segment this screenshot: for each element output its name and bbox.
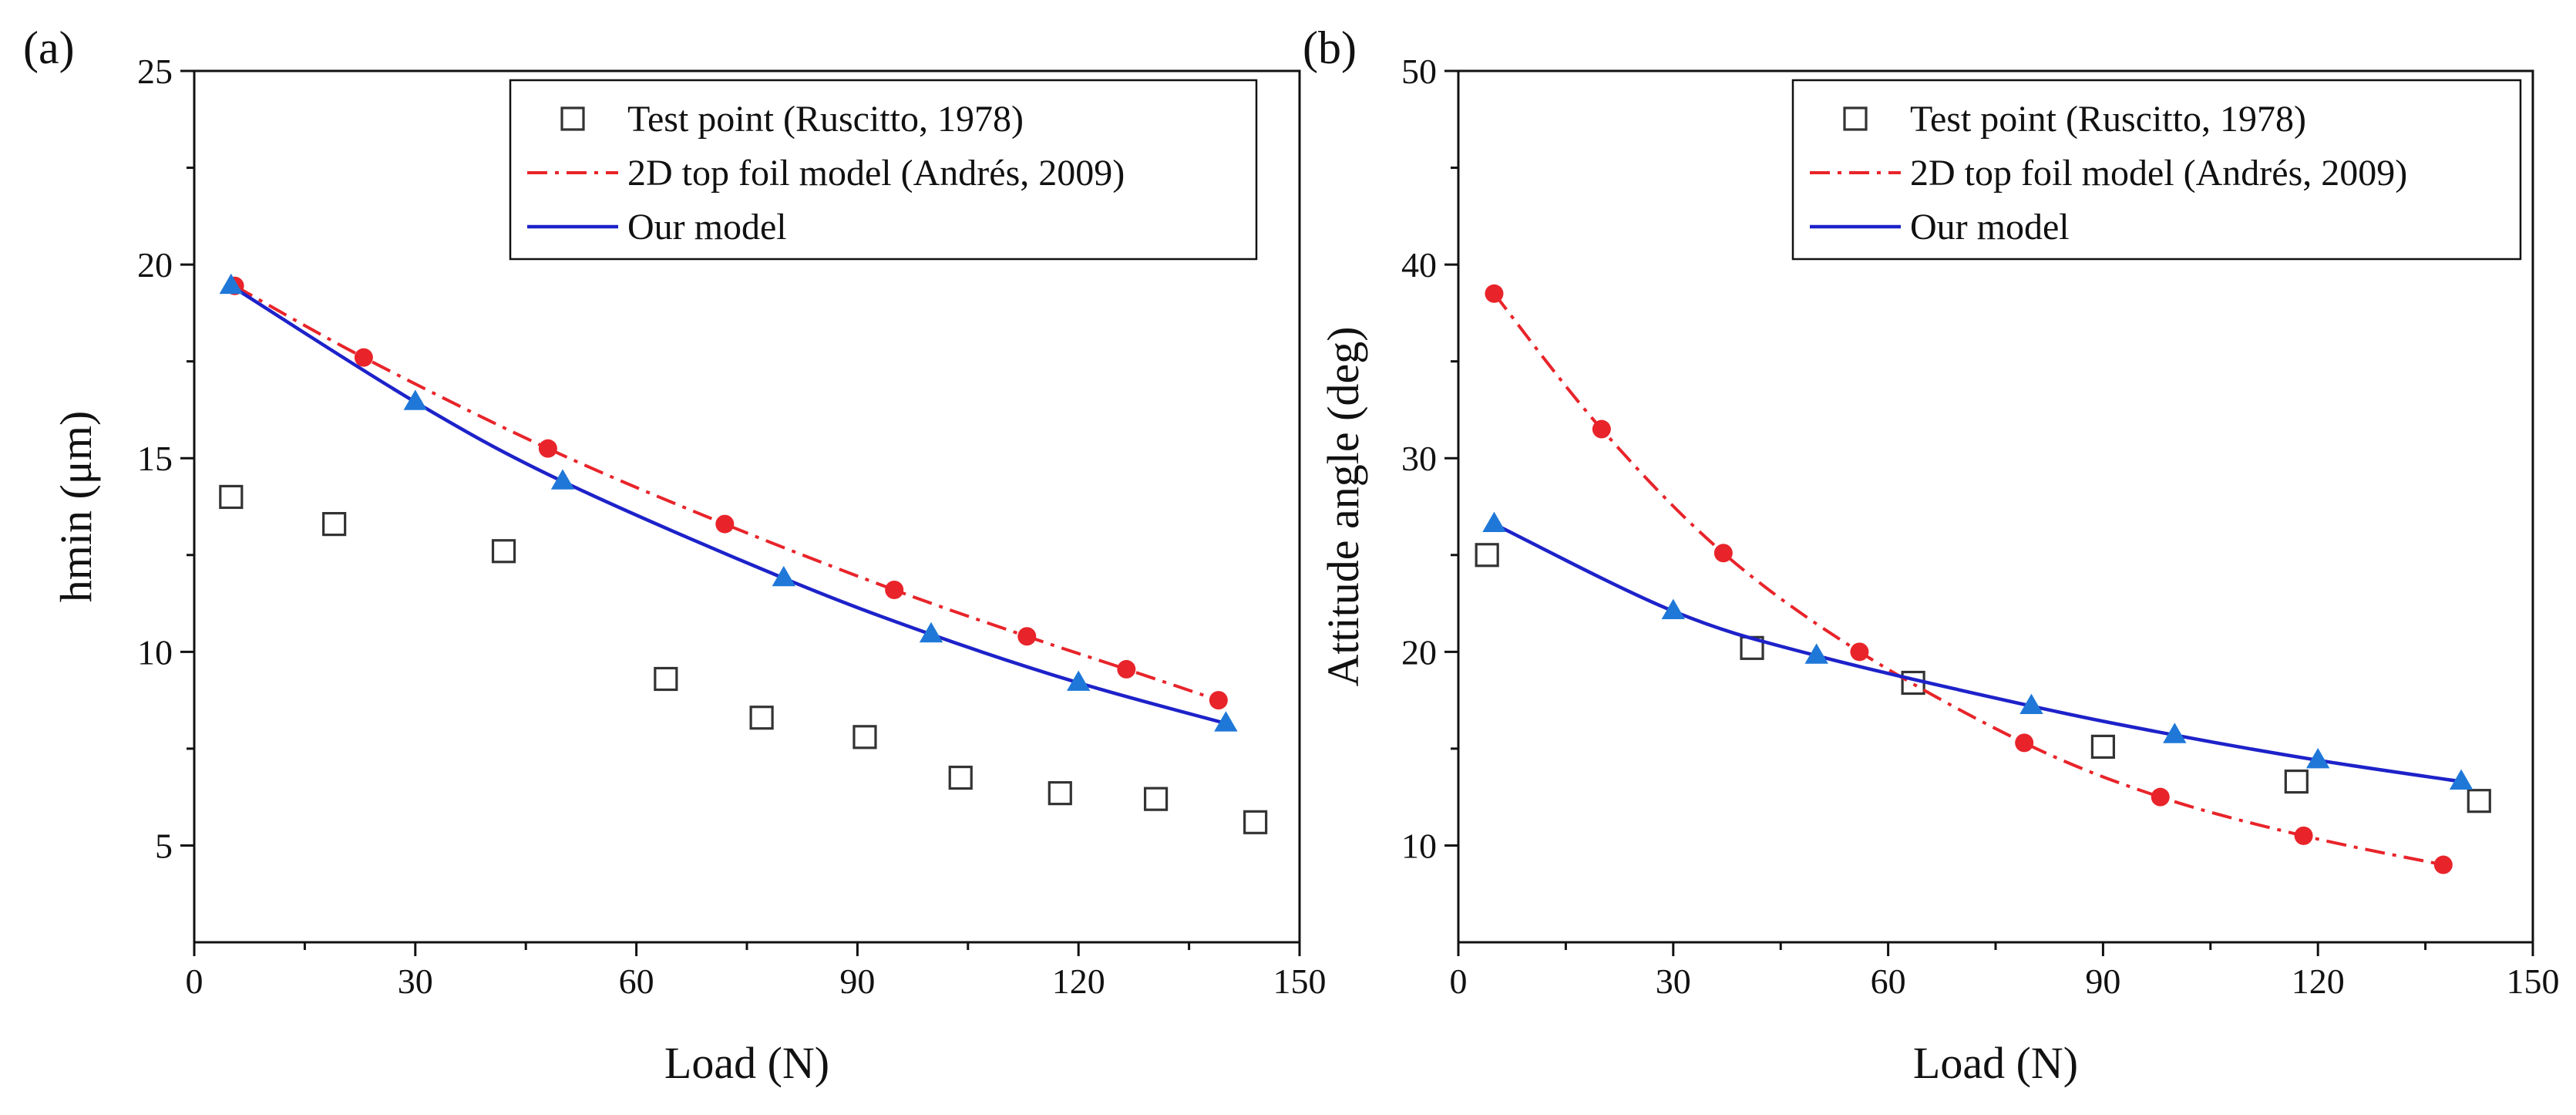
data-point <box>491 539 516 564</box>
x-tick-label: 90 <box>839 962 875 1001</box>
data-point <box>219 273 243 295</box>
data-point <box>948 765 973 790</box>
x-tick-label: 150 <box>1273 962 1327 1001</box>
legend-label: Our model <box>627 207 787 248</box>
data-point <box>1243 810 1268 834</box>
legend: Test point (Ruscitto, 1978) 2D top foil m… <box>1791 79 2522 261</box>
data-point <box>1209 691 1228 710</box>
y-tick-label: 50 <box>1401 52 1437 91</box>
chart-panel-a: 0 30 60 90 120 150 5 10 15 20 25 Load (N) hmin (μm) (… <box>23 22 1327 1088</box>
x-tick-label: 30 <box>1656 962 1691 1001</box>
panel-label: (a) <box>23 22 75 73</box>
data-point <box>1067 670 1091 691</box>
legend-label: 2D top foil model (Andrés, 2009) <box>1910 153 2407 194</box>
y-tick-label: 30 <box>1401 439 1437 478</box>
legend: Test point (Ruscitto, 1978) 2D top foil m… <box>509 79 1258 261</box>
data-point <box>1475 543 1499 568</box>
y-tick-label: 5 <box>155 826 173 865</box>
series-line <box>234 284 1219 702</box>
x-tick-label: 0 <box>186 962 203 1001</box>
data-point <box>2433 855 2453 874</box>
data-point <box>715 514 735 534</box>
series-dashdot-circle <box>1485 284 2453 874</box>
x-tick-label: 60 <box>1871 962 1906 1001</box>
x-axis-title: Load (N) <box>664 1038 829 1088</box>
data-point <box>1143 787 1169 811</box>
legend-label: Our model <box>1910 207 2070 248</box>
y-tick-label: 15 <box>137 439 173 478</box>
x-tick-label: 0 <box>1450 962 1468 1001</box>
series-dashdot-circle <box>225 276 1228 710</box>
y-tick-label: 10 <box>137 632 173 672</box>
data-point <box>1485 284 1504 303</box>
panel-label: (b) <box>1303 22 1357 73</box>
x-tick-label: 30 <box>398 962 433 1001</box>
data-point <box>550 469 575 490</box>
data-point <box>1117 659 1136 679</box>
y-tick-label: 25 <box>137 52 173 91</box>
y-axis-title: hmin (μm) <box>51 411 101 603</box>
data-point <box>1482 511 1506 532</box>
data-point <box>2163 723 2187 743</box>
y-tick-label: 40 <box>1401 245 1437 285</box>
data-point <box>1214 711 1238 732</box>
data-point <box>2294 826 2313 845</box>
series-solid-triangle <box>1482 511 2473 790</box>
y-tick-label: 10 <box>1401 826 1437 865</box>
data-point <box>1592 419 1611 439</box>
series-open-square <box>219 484 1268 834</box>
data-point <box>1850 642 1869 662</box>
x-tick-label: 90 <box>2085 962 2120 1001</box>
data-point <box>219 484 244 510</box>
data-point <box>2284 769 2309 794</box>
data-point <box>654 666 678 692</box>
x-tick-label: 120 <box>2292 962 2345 1001</box>
data-point <box>2306 747 2330 769</box>
data-point <box>2151 787 2170 807</box>
legend-box <box>509 79 1258 261</box>
data-point <box>322 511 347 537</box>
x-axis-title: Load (N) <box>1913 1038 2078 1088</box>
data-point <box>1048 781 1072 806</box>
legend-label: Test point (Ruscitto, 1978) <box>627 99 1024 140</box>
chart-panel-b: 0 30 60 90 120 150 10 20 30 40 50 Load (N) Attitude … <box>1303 22 2560 1088</box>
y-tick-label: 20 <box>1401 632 1437 672</box>
data-point <box>2019 693 2043 715</box>
series-line <box>1493 522 2462 783</box>
legend-marker <box>560 106 585 131</box>
x-tick-label: 150 <box>2507 962 2560 1001</box>
y-axis-title: Attitude angle (deg) <box>1318 326 1368 686</box>
data-point <box>2015 733 2034 753</box>
x-tick-label: 120 <box>1052 962 1105 1001</box>
data-point <box>1804 643 1828 664</box>
data-point <box>1713 544 1733 563</box>
legend-marker <box>1843 106 1868 131</box>
data-point <box>749 706 774 730</box>
data-point <box>2467 789 2491 814</box>
data-point <box>853 725 877 750</box>
x-tick-label: 60 <box>619 962 654 1001</box>
series-line <box>1492 292 2444 867</box>
y-tick-label: 20 <box>137 245 173 285</box>
legend-label: 2D top foil model (Andrés, 2009) <box>627 153 1125 194</box>
data-point <box>1661 598 1685 619</box>
data-point <box>2449 769 2473 790</box>
data-point <box>403 389 427 410</box>
data-point <box>1017 627 1037 646</box>
data-point <box>354 348 373 367</box>
data-point <box>772 565 795 587</box>
data-point <box>919 622 943 643</box>
data-point <box>2090 734 2115 759</box>
legend-label: Test point (Ruscitto, 1978) <box>1910 99 2306 140</box>
series-open-square <box>1475 543 2491 814</box>
series-line <box>230 284 1226 726</box>
series-solid-triangle <box>219 273 1238 732</box>
legend-box <box>1791 79 2522 261</box>
data-point <box>538 439 557 458</box>
data-point <box>885 580 904 599</box>
